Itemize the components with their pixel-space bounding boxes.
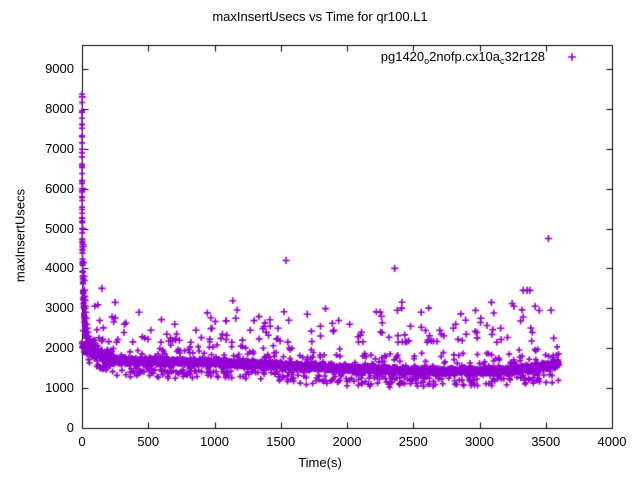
x-axis-label: Time(s) — [298, 455, 342, 470]
legend-entry-label: pg1420o2nofp.cx10ac32r128 — [380, 49, 545, 66]
y-tick-label: 0 — [66, 420, 74, 435]
x-tick-label: 500 — [137, 434, 160, 449]
x-tick-label: 2500 — [398, 434, 428, 449]
x-tick-label: 0 — [78, 434, 86, 449]
y-tick-label: 4000 — [45, 260, 74, 276]
x-tick-label: 3500 — [531, 434, 561, 449]
x-tick-label: 1000 — [200, 434, 229, 449]
x-tick-label: 1500 — [266, 434, 296, 449]
y-tick-label: 6000 — [45, 180, 74, 196]
y-tick-label: 9000 — [45, 60, 74, 76]
x-tick-label: 3000 — [465, 434, 494, 449]
y-tick-label: 3000 — [45, 300, 74, 316]
x-tick-label: 2000 — [332, 434, 362, 449]
y-tick-label: 7000 — [45, 140, 74, 156]
x-tick-label: 4000 — [597, 434, 627, 449]
y-tick-label: 2000 — [45, 340, 74, 356]
y-tick-label: 8000 — [45, 100, 74, 116]
y-tick-label: 1000 — [45, 380, 74, 396]
chart-title: maxInsertUsecs vs Time for qr100.L1 — [212, 9, 428, 24]
y-tick-label: 5000 — [45, 220, 74, 236]
